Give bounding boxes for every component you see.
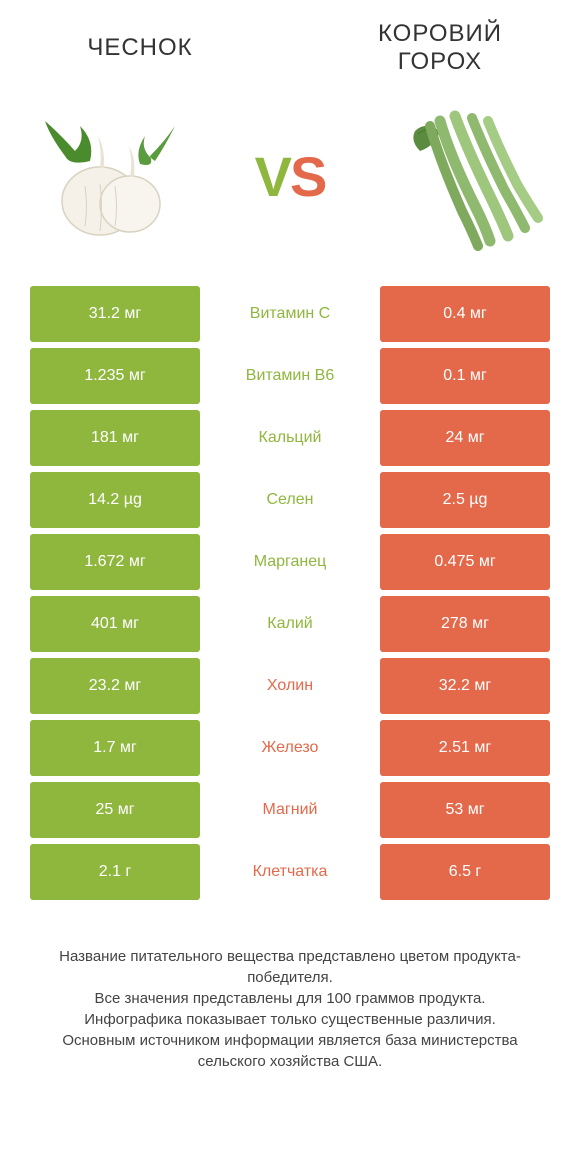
vs-badge: VS — [255, 144, 326, 209]
nutrient-label: Витамин B6 — [200, 348, 380, 404]
table-row: 401 мгКалий278 мг — [30, 596, 550, 652]
nutrient-label: Железо — [200, 720, 380, 776]
left-value-cell: 401 мг — [30, 596, 200, 652]
footer-line: Название питательного вещества представл… — [30, 946, 550, 988]
left-food-image — [30, 96, 190, 256]
right-value-cell: 0.4 мг — [380, 286, 550, 342]
left-value-cell: 1.235 мг — [30, 348, 200, 404]
table-row: 181 мгКальций24 мг — [30, 410, 550, 466]
left-value-cell: 14.2 µg — [30, 472, 200, 528]
right-food-image — [390, 96, 550, 256]
table-row: 1.235 мгВитамин B60.1 мг — [30, 348, 550, 404]
table-row: 25 мгМагний53 мг — [30, 782, 550, 838]
vs-s-letter: S — [290, 144, 325, 209]
right-value-cell: 0.475 мг — [380, 534, 550, 590]
right-value-cell: 2.5 µg — [380, 472, 550, 528]
nutrient-label: Клетчатка — [200, 844, 380, 900]
beans-icon — [390, 96, 550, 256]
right-value-cell: 0.1 мг — [380, 348, 550, 404]
table-row: 31.2 мгВитамин C0.4 мг — [30, 286, 550, 342]
left-value-cell: 1.672 мг — [30, 534, 200, 590]
nutrient-label: Витамин C — [200, 286, 380, 342]
table-row: 14.2 µgСелен2.5 µg — [30, 472, 550, 528]
left-value-cell: 25 мг — [30, 782, 200, 838]
nutrient-label: Магний — [200, 782, 380, 838]
footer-line: Основным источником информации является … — [30, 1030, 550, 1072]
left-value-cell: 31.2 мг — [30, 286, 200, 342]
images-row: VS — [0, 76, 580, 286]
nutrient-label: Калий — [200, 596, 380, 652]
left-food-title: Чеснок — [40, 34, 240, 62]
table-row: 1.7 мгЖелезо2.51 мг — [30, 720, 550, 776]
left-value-cell: 1.7 мг — [30, 720, 200, 776]
left-value-cell: 2.1 г — [30, 844, 200, 900]
right-value-cell: 24 мг — [380, 410, 550, 466]
table-row: 1.672 мгМарганец0.475 мг — [30, 534, 550, 590]
left-value-cell: 23.2 мг — [30, 658, 200, 714]
right-value-cell: 278 мг — [380, 596, 550, 652]
table-row: 2.1 гКлетчатка6.5 г — [30, 844, 550, 900]
nutrient-label: Кальций — [200, 410, 380, 466]
header: Чеснок Коровий горох — [0, 0, 580, 76]
comparison-table: 31.2 мгВитамин C0.4 мг 1.235 мгВитамин B6… — [0, 286, 580, 900]
footer-line: Инфографика показывает только существенн… — [30, 1009, 550, 1030]
right-value-cell: 6.5 г — [380, 844, 550, 900]
left-value-cell: 181 мг — [30, 410, 200, 466]
vs-v-letter: V — [255, 144, 290, 209]
right-food-title: Коровий горох — [340, 20, 540, 76]
footer-line: Все значения представлены для 100 граммо… — [30, 988, 550, 1009]
table-row: 23.2 мгХолин32.2 мг — [30, 658, 550, 714]
footer-notes: Название питательного вещества представл… — [0, 906, 580, 1072]
right-value-cell: 53 мг — [380, 782, 550, 838]
nutrient-label: Селен — [200, 472, 380, 528]
nutrient-label: Холин — [200, 658, 380, 714]
right-value-cell: 2.51 мг — [380, 720, 550, 776]
garlic-icon — [30, 96, 190, 256]
right-value-cell: 32.2 мг — [380, 658, 550, 714]
nutrient-label: Марганец — [200, 534, 380, 590]
